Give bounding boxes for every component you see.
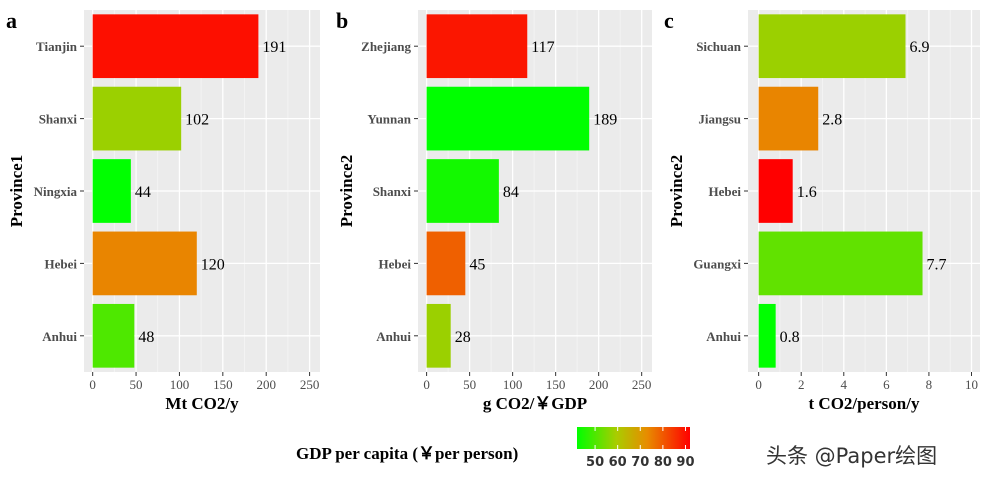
legend: GDP per capita (￥per person) 50 60 70 80 90 — [296, 427, 695, 470]
category-tick-label: Sichuan — [696, 39, 742, 54]
x-tick-label: 50 — [463, 377, 476, 392]
x-tick-label: 50 — [130, 377, 143, 392]
category-tick-label: Jiangsu — [698, 112, 741, 127]
x-tick-label: 2 — [798, 377, 805, 392]
category-tick-label: Hebei — [45, 256, 78, 271]
panel-label: a — [6, 8, 17, 33]
panel-c: 6.9 Sichuan 2.8 Jiangsu 1.6 Hebei 7.7 Guangxi 0.… — [664, 8, 980, 413]
bar — [92, 14, 259, 79]
value-label: 2.8 — [822, 112, 842, 129]
bar — [758, 231, 923, 296]
value-label: 48 — [138, 329, 154, 346]
value-label: 120 — [201, 256, 225, 273]
legend-tick-label: 90 — [676, 455, 694, 470]
x-axis-title: Mt CO2/y — [165, 394, 239, 413]
bar — [758, 86, 819, 151]
category-tick-label: Yunnan — [367, 112, 411, 127]
value-label: 7.7 — [927, 256, 947, 273]
category-tick-label: Tianjin — [36, 39, 78, 54]
category-tick-label: Anhui — [42, 329, 77, 344]
bar — [758, 14, 906, 79]
bar — [426, 159, 499, 223]
category-tick-label: Guangxi — [693, 256, 741, 271]
x-tick-label: 10 — [965, 377, 978, 392]
category-tick-label: Hebei — [379, 256, 412, 271]
panel-b: 117 Zhejiang 189 Yunnan 84 Shanxi 45 Hebei 28 Anh… — [336, 8, 652, 413]
value-label: 189 — [593, 112, 617, 129]
panel-label: b — [336, 8, 348, 33]
panel-a: 191 Tianjin 102 Shanxi 44 Ningxia 120 Hebei 48 An… — [6, 8, 320, 413]
x-tick-label: 0 — [755, 377, 762, 392]
x-axis-title: t CO2/person/y — [809, 394, 920, 413]
bar — [426, 231, 466, 296]
category-tick-label: Anhui — [376, 329, 411, 344]
legend-tick-label: 80 — [654, 455, 672, 470]
bar — [426, 14, 528, 79]
x-tick-label: 8 — [926, 377, 933, 392]
bar — [758, 159, 793, 223]
category-tick-label: Hebei — [709, 184, 742, 199]
y-axis-title: Province1 — [7, 155, 26, 227]
category-tick-label: Shanxi — [373, 184, 412, 199]
legend-tick-label: 60 — [609, 455, 627, 470]
bar — [92, 303, 135, 368]
x-tick-label: 200 — [589, 377, 609, 392]
x-tick-label: 6 — [883, 377, 890, 392]
bar — [758, 303, 776, 368]
bar — [426, 303, 451, 368]
x-tick-label: 0 — [89, 377, 96, 392]
x-tick-label: 100 — [503, 377, 523, 392]
bar — [92, 86, 182, 151]
bar — [92, 231, 197, 296]
x-tick-label: 200 — [256, 377, 276, 392]
x-tick-label: 150 — [546, 377, 566, 392]
value-label: 44 — [135, 184, 151, 201]
legend-title: GDP per capita (￥per person) — [296, 444, 518, 463]
value-label: 191 — [262, 39, 286, 56]
legend-tick-label: 70 — [631, 455, 649, 470]
value-label: 28 — [455, 329, 471, 346]
category-tick-label: Ningxia — [34, 184, 78, 199]
x-tick-label: 100 — [170, 377, 190, 392]
value-label: 117 — [531, 39, 554, 56]
x-tick-label: 4 — [841, 377, 848, 392]
category-tick-label: Zhejiang — [361, 39, 411, 54]
watermark: 头条 @Paper绘图 — [766, 444, 938, 468]
legend-colorbar — [577, 427, 690, 449]
x-tick-label: 150 — [213, 377, 233, 392]
category-tick-label: Anhui — [706, 329, 741, 344]
value-label: 84 — [503, 184, 519, 201]
y-axis-title: Province2 — [667, 155, 686, 227]
category-tick-label: Shanxi — [39, 112, 78, 127]
panel-label: c — [664, 8, 674, 33]
value-label: 102 — [185, 112, 209, 129]
bar — [426, 86, 590, 151]
legend-tick-label: 50 — [586, 455, 604, 470]
value-label: 0.8 — [780, 329, 800, 346]
value-label: 1.6 — [797, 184, 817, 201]
y-axis-title: Province2 — [337, 155, 356, 227]
x-tick-label: 250 — [632, 377, 652, 392]
x-tick-label: 250 — [300, 377, 320, 392]
bar — [92, 159, 131, 223]
value-label: 6.9 — [910, 39, 930, 56]
x-axis-title: g CO2/￥GDP — [483, 394, 587, 413]
x-tick-label: 0 — [423, 377, 430, 392]
value-label: 45 — [469, 256, 485, 273]
